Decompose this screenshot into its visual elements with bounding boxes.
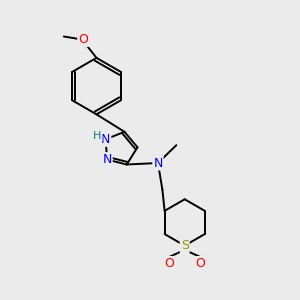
Text: S: S	[181, 239, 189, 252]
Text: H: H	[93, 131, 101, 141]
Text: O: O	[195, 257, 205, 270]
Text: O: O	[164, 257, 174, 270]
Text: N: N	[101, 133, 110, 146]
Text: N: N	[153, 157, 163, 169]
Text: N: N	[102, 153, 112, 166]
Text: O: O	[78, 33, 88, 46]
